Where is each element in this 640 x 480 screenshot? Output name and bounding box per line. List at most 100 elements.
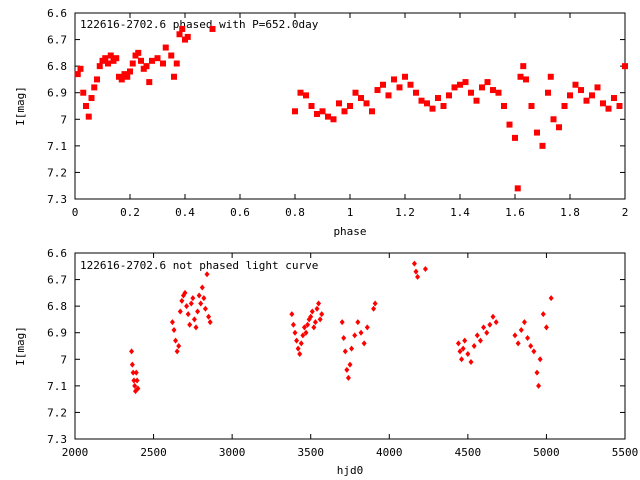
data-point xyxy=(169,319,175,326)
data-point xyxy=(314,305,320,312)
data-point xyxy=(317,316,323,323)
data-point xyxy=(344,366,350,373)
data-point xyxy=(616,103,623,109)
data-point xyxy=(537,356,543,363)
data-point xyxy=(460,345,466,352)
data-point xyxy=(352,332,358,339)
data-point xyxy=(418,97,425,104)
y-tick-label: 7 xyxy=(60,113,67,126)
data-point xyxy=(534,129,540,136)
y-tick-label: 6.7 xyxy=(47,274,67,287)
data-point xyxy=(134,377,140,384)
data-point xyxy=(177,308,183,315)
data-point xyxy=(358,329,364,336)
data-point xyxy=(198,300,204,307)
data-point xyxy=(292,108,298,115)
panel-unphased: 122616-2702.6 not phased light curve hjd… xyxy=(14,247,638,477)
data-point xyxy=(413,89,419,96)
data-point xyxy=(301,324,307,331)
y-tick-label: 6.8 xyxy=(47,300,67,313)
data-point xyxy=(289,311,295,318)
data-point xyxy=(550,116,557,123)
data-point xyxy=(292,329,298,336)
data-point xyxy=(468,358,474,365)
data-point xyxy=(173,60,180,67)
data-point xyxy=(168,52,175,59)
plot-area-unphased xyxy=(74,252,626,440)
data-point xyxy=(402,73,408,80)
data-point xyxy=(298,340,304,347)
data-point xyxy=(490,87,496,94)
data-point xyxy=(113,55,120,62)
data-point xyxy=(206,313,212,320)
data-point xyxy=(543,324,549,331)
x-tick-label: 1.2 xyxy=(395,206,415,219)
y-tick-label: 6.6 xyxy=(47,7,67,20)
data-point xyxy=(422,265,428,272)
data-point xyxy=(589,92,595,99)
y-tick-label: 6.7 xyxy=(47,34,67,47)
data-point xyxy=(316,300,322,307)
data-point xyxy=(374,87,381,94)
data-point xyxy=(341,108,348,115)
data-point xyxy=(358,95,364,102)
data-point xyxy=(297,89,304,96)
data-point xyxy=(91,84,98,91)
data-point xyxy=(363,100,370,107)
data-point xyxy=(512,134,518,141)
data-point xyxy=(143,63,150,70)
chart-title-unphased: 122616-2702.6 not phased light curve xyxy=(80,259,318,272)
data-point xyxy=(457,348,463,355)
data-point xyxy=(124,73,131,80)
data-point xyxy=(457,81,463,88)
data-point xyxy=(107,52,114,59)
data-point xyxy=(484,329,490,336)
data-point xyxy=(96,63,103,70)
y-tick-label: 6.8 xyxy=(47,60,67,73)
data-point xyxy=(539,142,546,149)
data-point xyxy=(345,374,351,381)
data-point xyxy=(548,295,554,302)
data-point xyxy=(521,319,527,326)
data-point xyxy=(347,361,353,368)
data-point xyxy=(415,273,421,280)
data-point xyxy=(196,292,202,299)
data-point xyxy=(176,343,182,349)
data-point xyxy=(80,89,87,96)
data-point xyxy=(352,89,359,96)
data-point xyxy=(179,297,185,304)
data-point xyxy=(361,340,367,347)
series-phased xyxy=(74,25,628,192)
data-point xyxy=(312,319,318,326)
data-point xyxy=(369,108,375,115)
x-tick-label: 0.8 xyxy=(285,206,305,219)
data-point xyxy=(462,79,469,86)
y-axis-label-unphased: I[mag] xyxy=(14,326,27,366)
data-point xyxy=(556,124,562,131)
data-point xyxy=(515,340,521,347)
data-point xyxy=(129,348,135,355)
data-point xyxy=(567,92,573,99)
data-point xyxy=(534,369,540,376)
data-point xyxy=(611,95,617,102)
x-tick-label: 3000 xyxy=(219,446,246,459)
ticks-unphased: 2000 2500 3000 3500 4000 4500 5000 5500 6.6 6.7 6.… xyxy=(47,247,638,459)
data-point xyxy=(199,284,205,291)
data-point xyxy=(493,319,499,326)
data-point xyxy=(594,84,601,91)
data-point xyxy=(187,321,193,328)
data-point xyxy=(517,73,524,80)
data-point xyxy=(184,33,191,40)
data-point xyxy=(396,84,403,91)
data-point xyxy=(455,340,461,347)
data-point xyxy=(545,89,551,96)
data-point xyxy=(459,356,465,363)
data-point xyxy=(297,350,303,357)
data-point xyxy=(173,337,179,344)
x-tick-label: 2000 xyxy=(62,446,89,459)
data-point xyxy=(528,343,534,349)
series-unphased xyxy=(129,260,554,395)
data-point xyxy=(471,343,477,349)
data-point xyxy=(309,308,315,315)
data-point xyxy=(487,321,493,328)
